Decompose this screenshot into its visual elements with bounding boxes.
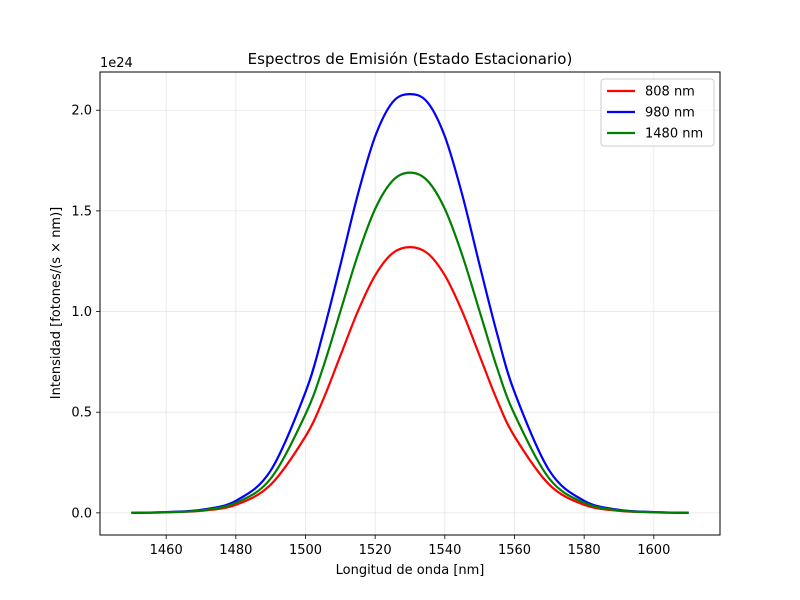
x-tick-label: 1520: [359, 543, 392, 558]
x-tick-label: 1580: [568, 543, 601, 558]
x-tick-label: 1500: [289, 543, 322, 558]
series-line-1480-nm: [131, 171, 689, 514]
series-line-808-nm: [131, 246, 689, 514]
chart-title: Espectros de Emisión (Estado Estacionari…: [248, 50, 573, 68]
series-lines: [131, 93, 689, 514]
legend-label-1480-nm: 1480 nm: [645, 127, 703, 142]
y-axis-offset-label: 1e24: [100, 56, 133, 71]
y-tick-label: 0.0: [71, 506, 92, 521]
y-tick-label: 2.0: [71, 104, 92, 119]
y-tick-label: 1.5: [71, 204, 92, 219]
legend-box: [600, 78, 715, 147]
series-line-980-nm: [131, 93, 689, 514]
legend-label-808-nm: 808 nm: [645, 85, 695, 100]
legend: 808 nm 980 nm 1480 nm: [600, 78, 715, 147]
x-tick-label: 1600: [637, 543, 670, 558]
plot-area-frame: [99, 71, 721, 536]
x-axis-label: Longitud de onda [nm]: [336, 563, 485, 578]
x-tick-label: 1560: [498, 543, 531, 558]
y-tick-label: 1.0: [71, 305, 92, 320]
x-tick-label: 1460: [150, 543, 183, 558]
y-axis-label: Intensidad [fotones/(s × nm)]: [49, 207, 64, 400]
axis-ticks: 1460 1480 1500 1520 1540 1560 1580 1600 0.0 0.5 1.…: [71, 104, 670, 558]
x-tick-label: 1480: [219, 543, 252, 558]
y-tick-label: 0.5: [71, 406, 92, 421]
x-tick-label: 1540: [428, 543, 461, 558]
legend-label-980-nm: 980 nm: [645, 106, 695, 121]
